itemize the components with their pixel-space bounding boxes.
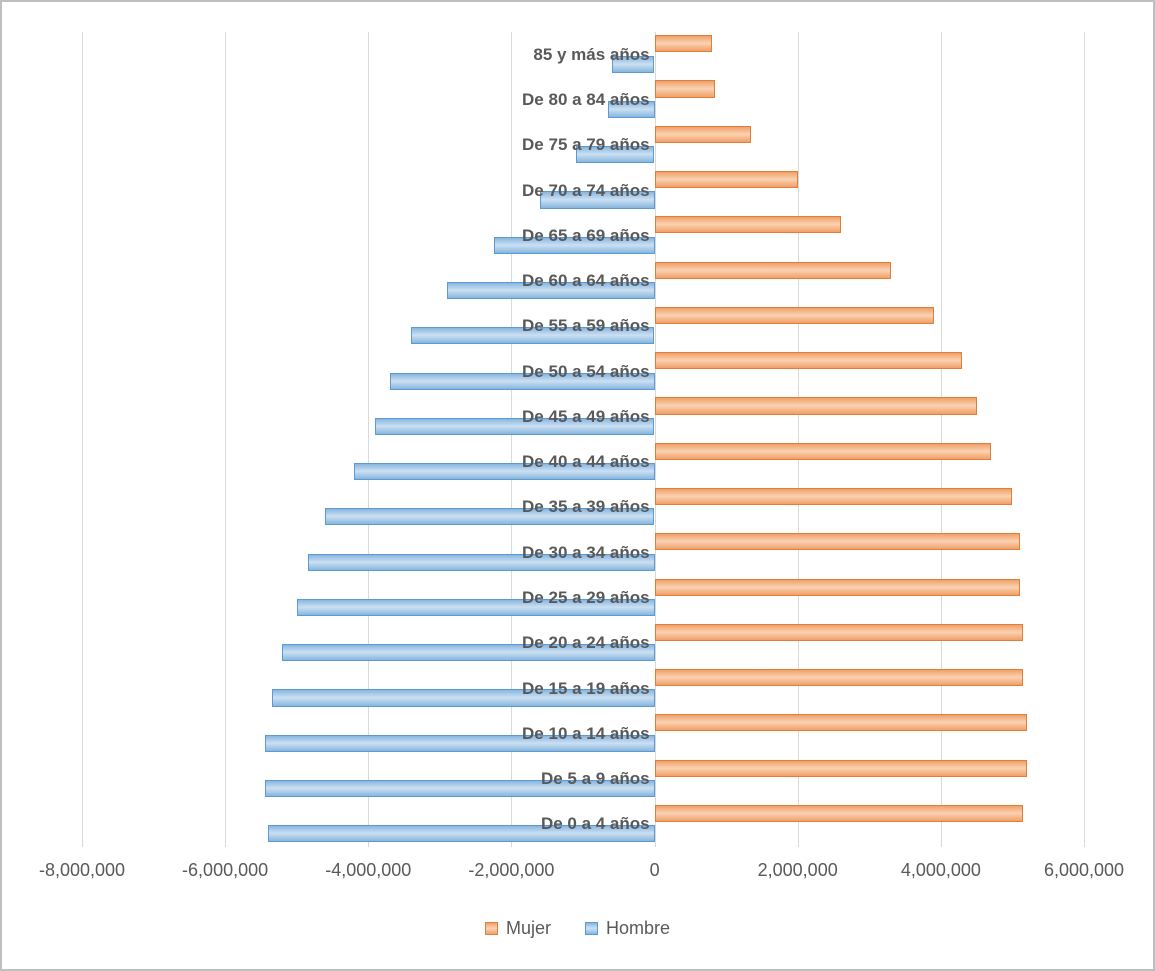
bar-mujer <box>654 352 963 370</box>
category-label: De 60 a 64 años <box>522 271 650 290</box>
x-tick-label: -2,000,000 <box>468 860 555 880</box>
gridline <box>225 32 227 847</box>
bar-hombre <box>307 553 655 571</box>
bar-mujer <box>654 261 891 279</box>
x-tick-label: -4,000,000 <box>325 860 412 880</box>
category-label: De 10 a 14 años <box>522 723 650 743</box>
legend-item-mujer: Mujer <box>484 918 551 939</box>
legend-item-hombre: Hombre <box>584 918 671 939</box>
bar-hombre <box>411 327 655 345</box>
bar-hombre <box>611 55 655 73</box>
bar-mujer <box>654 306 934 324</box>
bar-mujer <box>654 578 1020 596</box>
bar-mujer <box>654 216 841 234</box>
bar-hombre <box>354 463 655 481</box>
category-label: De 50 a 54 años <box>522 361 650 381</box>
legend-label: Mujer <box>505 918 551 938</box>
category-label: De 40 a 44 años <box>522 452 650 472</box>
category-label: De 80 a 84 años <box>522 89 650 109</box>
bar-hombre <box>493 236 655 254</box>
bar-hombre <box>271 689 655 707</box>
bar-hombre <box>264 780 655 798</box>
gridline <box>511 32 513 847</box>
bar-mujer <box>654 171 798 189</box>
category-label: De 65 a 69 años <box>522 225 650 245</box>
category-label: De 5 a 9 años <box>540 769 650 789</box>
category-label: De 45 a 49 años <box>522 406 650 426</box>
gridline <box>940 32 942 847</box>
category-label: De 30 a 34 años <box>522 542 650 562</box>
category-label: De 20 a 24 años <box>522 633 650 653</box>
category-label: De 35 a 39 años <box>522 497 650 517</box>
legend-label: Hombre <box>605 918 671 938</box>
bar-mujer <box>654 35 712 53</box>
bar-mujer <box>654 759 1027 777</box>
bar-mujer <box>654 442 991 460</box>
bar-mujer <box>654 669 1024 687</box>
category-label: De 75 a 79 años <box>522 135 650 155</box>
legend-swatch-mujer <box>484 922 498 935</box>
bar-hombre <box>575 146 655 164</box>
bar-hombre <box>389 372 655 390</box>
bar-mujer <box>654 533 1020 551</box>
bar-mujer <box>654 125 752 143</box>
category-label: De 0 a 4 años <box>540 814 650 834</box>
bar-hombre <box>375 417 655 435</box>
x-tick-label: 6,000,000 <box>1043 860 1125 880</box>
gridline <box>654 32 656 847</box>
x-tick-label: 2,000,000 <box>757 860 838 880</box>
x-tick-label: 0 <box>649 860 660 880</box>
category-label: 85 y más años <box>533 44 650 64</box>
bar-hombre <box>608 100 655 118</box>
gridline <box>82 32 83 847</box>
bar-hombre <box>268 825 655 843</box>
legend: Mujer Hombre <box>2 918 1153 939</box>
category-label: De 55 a 59 años <box>522 316 650 336</box>
category-label: De 25 a 29 años <box>522 588 650 607</box>
bar-hombre <box>447 281 655 300</box>
bar-hombre <box>264 734 655 752</box>
bar-mujer <box>654 80 716 98</box>
bar-mujer <box>654 397 977 415</box>
x-tick-label: -8,000,000 <box>38 860 126 880</box>
bar-hombre <box>540 191 655 209</box>
bar-mujer <box>654 714 1027 732</box>
x-tick-label: 4,000,000 <box>900 860 981 880</box>
gridline <box>797 32 799 847</box>
category-label: De 70 a 74 años <box>522 180 650 200</box>
gridline <box>1084 32 1085 847</box>
bar-hombre <box>282 644 655 662</box>
bar-mujer <box>654 623 1024 641</box>
bar-mujer <box>654 804 1024 823</box>
legend-swatch-hombre <box>584 922 598 935</box>
gridline <box>368 32 370 847</box>
bar-hombre <box>296 598 655 617</box>
category-label: De 15 a 19 años <box>522 678 650 698</box>
bar-mujer <box>654 487 1013 506</box>
bar-hombre <box>325 508 655 526</box>
x-tick-label: -6,000,000 <box>182 860 269 880</box>
